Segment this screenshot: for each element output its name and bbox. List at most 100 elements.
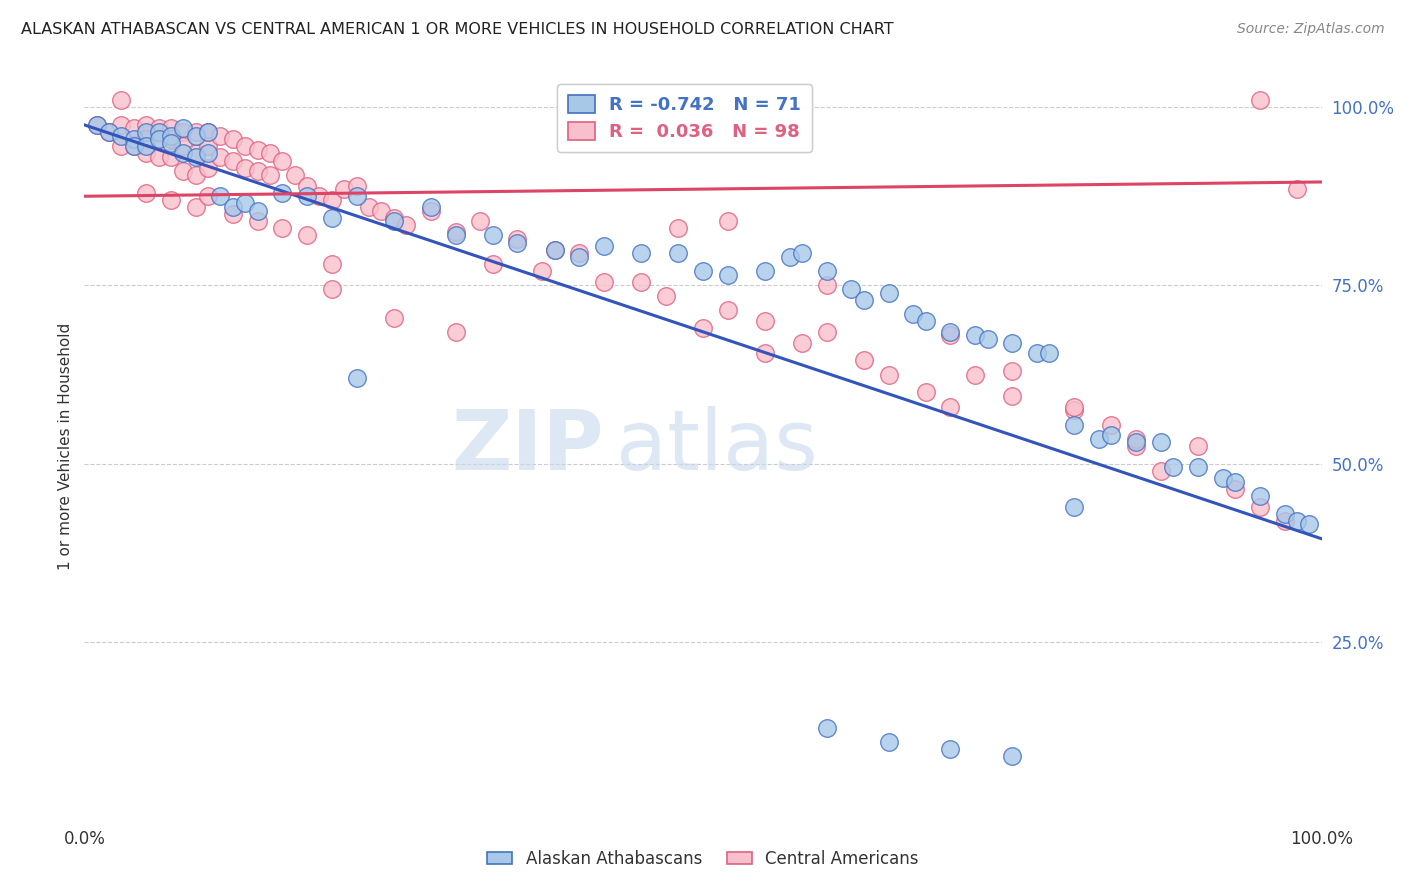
Point [184, 125, 207, 139]
Point [197, 139, 219, 153]
Point [666, 246, 689, 260]
Point [1274, 514, 1296, 528]
Point [790, 335, 813, 350]
Y-axis label: 1 or more Vehicles in Household: 1 or more Vehicles in Household [58, 322, 73, 570]
Point [259, 146, 281, 161]
Point [841, 282, 863, 296]
Point [1063, 400, 1085, 414]
Point [184, 128, 207, 143]
Point [444, 228, 467, 243]
Point [939, 742, 962, 756]
Point [135, 139, 157, 153]
Point [593, 275, 616, 289]
Point [1212, 471, 1234, 485]
Point [184, 146, 207, 161]
Point [98, 125, 121, 139]
Point [1285, 182, 1308, 196]
Point [543, 243, 565, 257]
Point [717, 214, 740, 228]
Point [815, 264, 838, 278]
Point [852, 293, 875, 307]
Point [172, 139, 194, 153]
Point [692, 264, 714, 278]
Point [233, 161, 256, 175]
Point [1274, 507, 1296, 521]
Point [370, 203, 392, 218]
Point [346, 189, 368, 203]
Point [135, 118, 157, 132]
Point [246, 214, 269, 228]
Point [321, 193, 343, 207]
Point [172, 125, 194, 139]
Point [98, 125, 121, 139]
Point [246, 143, 269, 157]
Point [754, 314, 776, 328]
Point [914, 385, 936, 400]
Point [222, 132, 245, 146]
Text: ZIP: ZIP [451, 406, 605, 486]
Point [506, 232, 529, 246]
Point [630, 246, 652, 260]
Point [148, 150, 170, 164]
Point [1285, 514, 1308, 528]
Point [184, 200, 207, 214]
Point [1249, 500, 1271, 514]
Point [148, 132, 170, 146]
Point [346, 371, 368, 385]
Point [593, 239, 616, 253]
Point [148, 132, 170, 146]
Point [1125, 432, 1147, 446]
Point [779, 250, 801, 264]
Point [172, 164, 194, 178]
Point [531, 264, 554, 278]
Point [914, 314, 936, 328]
Point [630, 275, 652, 289]
Point [481, 228, 503, 243]
Point [1038, 346, 1060, 360]
Point [481, 257, 503, 271]
Point [122, 132, 145, 146]
Point [197, 125, 219, 139]
Point [295, 228, 318, 243]
Point [1001, 364, 1024, 378]
Point [321, 257, 343, 271]
Point [939, 328, 962, 343]
Point [271, 221, 294, 235]
Point [419, 203, 441, 218]
Point [160, 121, 183, 136]
Point [1298, 517, 1320, 532]
Point [1223, 475, 1246, 489]
Point [135, 132, 157, 146]
Point [692, 321, 714, 335]
Point [717, 268, 740, 282]
Point [852, 353, 875, 368]
Point [86, 118, 108, 132]
Point [160, 132, 183, 146]
Point [160, 136, 183, 150]
Point [160, 193, 183, 207]
Point [209, 189, 232, 203]
Point [148, 121, 170, 136]
Point [184, 168, 207, 182]
Point [148, 125, 170, 139]
Point [903, 307, 925, 321]
Point [246, 164, 269, 178]
Point [1125, 439, 1147, 453]
Point [135, 146, 157, 161]
Text: atlas: atlas [616, 406, 818, 486]
Legend: R = -0.742   N = 71, R =  0.036   N = 98: R = -0.742 N = 71, R = 0.036 N = 98 [557, 84, 813, 152]
Point [1150, 464, 1173, 478]
Text: Source: ZipAtlas.com: Source: ZipAtlas.com [1237, 22, 1385, 37]
Point [271, 186, 294, 200]
Point [295, 189, 318, 203]
Point [1001, 749, 1024, 764]
Point [877, 735, 900, 749]
Point [939, 325, 962, 339]
Point [172, 121, 194, 136]
Point [1187, 439, 1209, 453]
Point [222, 153, 245, 168]
Point [86, 118, 108, 132]
Point [506, 235, 529, 250]
Point [197, 146, 219, 161]
Point [197, 125, 219, 139]
